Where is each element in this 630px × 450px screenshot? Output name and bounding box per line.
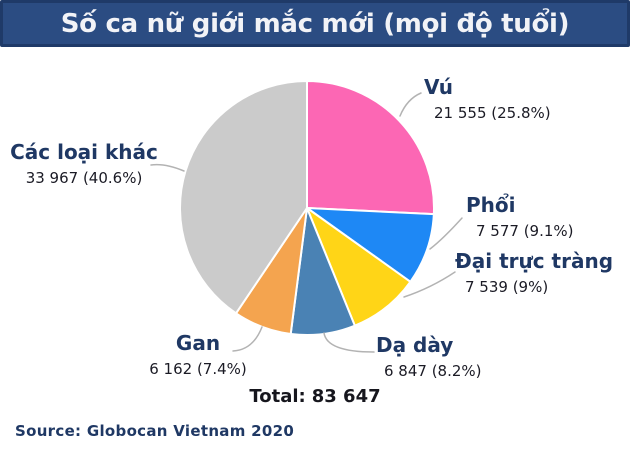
slice-value: 21 555 (25.8%) bbox=[434, 104, 551, 122]
slice-name: Các loại khác bbox=[10, 140, 158, 164]
slice-label-cac-loai-khac: Các loại khác 33 967 (40.6%) bbox=[8, 140, 160, 187]
callout-leader-line-0 bbox=[399, 92, 422, 117]
chart-title-banner: Số ca nữ giới mắc mới (mọi độ tuổi) bbox=[0, 0, 630, 47]
pie-slice-0 bbox=[306, 80, 435, 216]
slice-name: Phổi bbox=[466, 193, 516, 217]
callout-leader-line-3 bbox=[323, 332, 375, 353]
slice-label-vu: Vú 21 555 (25.8%) bbox=[424, 75, 551, 122]
slice-value: 6 847 (8.2%) bbox=[384, 362, 482, 380]
slice-label-phoi: Phổi 7 577 (9.1%) bbox=[466, 193, 574, 240]
slice-name: Dạ dày bbox=[376, 333, 454, 357]
slice-label-da-day: Dạ dày 6 847 (8.2%) bbox=[376, 333, 482, 380]
slice-name: Vú bbox=[424, 75, 454, 99]
slice-value: 33 967 (40.6%) bbox=[25, 169, 143, 187]
total-caption: Total: 83 647 bbox=[205, 386, 425, 407]
slice-value: 7 539 (9%) bbox=[465, 278, 549, 296]
total-label: Total: bbox=[249, 386, 306, 407]
callout-leader-line-5 bbox=[150, 163, 185, 172]
chart-title: Số ca nữ giới mắc mới (mọi độ tuổi) bbox=[60, 8, 570, 39]
source-caption: Source: Globocan Vietnam 2020 bbox=[15, 422, 295, 440]
callout-leader-line-2 bbox=[403, 271, 456, 298]
total-value: 83 647 bbox=[311, 386, 381, 407]
pie-slice-5 bbox=[179, 80, 308, 315]
callout-leader-line-1 bbox=[429, 217, 463, 250]
slice-name: Đại trực tràng bbox=[455, 249, 614, 273]
slice-name: Gan bbox=[175, 331, 221, 355]
slice-label-gan: Gan 6 162 (7.4%) bbox=[133, 331, 263, 378]
slice-label-dai-truc-trang: Đại trực tràng 7 539 (9%) bbox=[455, 249, 613, 296]
callout-leader-line-4 bbox=[232, 326, 263, 352]
slice-value: 6 162 (7.4%) bbox=[149, 360, 247, 378]
slice-value: 7 577 (9.1%) bbox=[476, 222, 574, 240]
